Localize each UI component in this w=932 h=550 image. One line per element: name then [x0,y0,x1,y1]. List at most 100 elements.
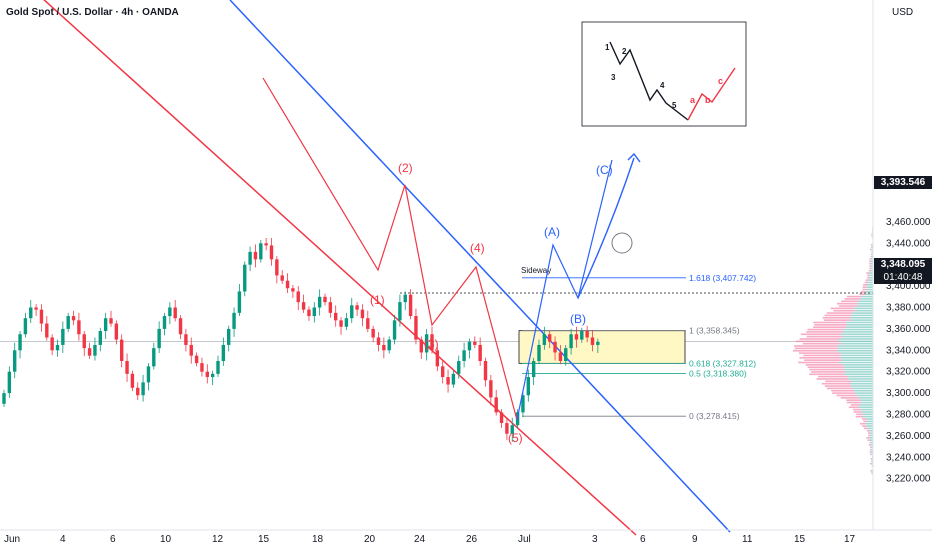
volume-bar-sell [851,404,860,406]
volume-bar-sell [867,275,869,277]
volume-bar-buy [868,428,873,430]
inset-label-black: 2 [622,47,627,56]
volume-bar-sell [825,315,852,317]
volume-bar-sell [859,293,864,295]
volume-bar-buy [866,291,873,293]
volume-bar-buy [844,366,873,368]
volume-bar-buy [846,322,873,324]
candle-body [495,397,498,412]
volume-bar-sell [871,461,872,463]
y-tick-label: 3,220.000 [886,474,931,485]
volume-bar-sell [806,331,843,333]
candle-body [553,342,556,353]
volume-bar-sell [864,428,868,430]
candle-body [152,348,155,366]
wave-label-red: (3) [424,337,439,351]
candle-body [532,361,535,377]
candle-body [13,350,16,371]
candle-body [40,310,43,324]
volume-bar-buy [867,286,873,288]
volume-bar-buy [867,289,873,291]
volume-bar-sell [868,435,870,437]
volume-bar-sell [849,406,859,408]
volume-bar-buy [851,315,873,317]
volume-bar-buy [839,362,873,364]
candle-body [227,329,230,345]
candle-body [371,329,374,338]
volume-bar-sell [867,430,869,432]
volume-bar-sell [809,373,844,375]
candle-body [596,342,599,345]
volume-bar-buy [846,326,873,328]
candle-body [61,329,64,345]
volume-bar-buy [842,359,873,361]
candle-body [147,366,150,382]
volume-bar-buy [852,381,873,383]
volume-bar-sell [813,326,846,328]
volume-bar-sell [870,463,871,465]
volume-bar-sell [871,235,872,237]
volume-bar-buy [845,371,873,373]
volume-bar-sell [795,348,838,350]
volume-bar-sell [803,343,842,345]
candle-body [141,382,144,395]
candle-body [452,374,455,385]
wave-label-blue: (C) [596,163,613,177]
candle-body [77,320,80,334]
volume-bar-sell [847,402,861,404]
candle-body [468,342,471,351]
volume-bar-sell [862,425,866,427]
volume-bar-buy [844,373,873,375]
volume-bar-buy [865,423,873,425]
candle-body [88,348,91,355]
candle-body [174,308,177,319]
candle-body [248,252,251,265]
volume-bar-sell [794,345,837,347]
elliott-waves: (1)(2)(3)(4)(5)(A)(B)(C) [263,78,640,445]
volume-bar-sell [871,253,872,255]
candle-body [585,331,588,337]
volume-bar-sell [870,470,871,472]
volume-bar-sell [856,414,863,416]
candle-body [45,324,48,338]
candle-body [200,363,203,372]
candle-body [339,320,342,326]
candle-body [115,324,118,340]
inset-label-black: 3 [611,73,616,82]
inset-box [582,22,746,126]
volume-bar-sell [854,411,862,413]
volume-bar-buy [854,308,873,310]
candle-body [350,305,353,318]
candle-body [83,334,86,348]
volume-bar-sell [804,359,842,361]
volume-bar-sell [827,312,852,314]
volume-bar-buy [838,348,873,350]
volume-bar-buy [851,385,873,387]
y-tick-label: 3,300.000 [886,388,931,399]
candle-body [377,337,380,344]
volume-bar-buy [868,282,873,284]
candle-body [222,345,225,361]
volume-bar-sell [807,329,843,331]
candle-body [243,265,246,292]
volume-bar-sell [871,256,872,258]
volume-bar-sell [866,279,869,281]
currency-label[interactable]: USD [892,7,913,18]
candle-body [2,393,5,404]
volume-bar-sell [863,284,867,286]
candle-body [436,350,439,366]
y-tick-label: 3,240.000 [886,452,931,463]
candle-body [355,305,358,309]
candle-body [323,297,326,302]
volume-bar-buy [852,312,873,314]
y-tick-label: 3,360.000 [886,324,931,335]
candle-body [446,377,449,384]
volume-bar-sell [868,432,870,434]
volume-bar-buy [869,279,873,281]
candle-body [318,297,321,308]
candle-body [569,334,572,348]
x-tick-label: 11 [742,534,753,545]
volume-bar-buy [837,350,873,352]
y-tick-label: 3,460.000 [886,217,931,228]
